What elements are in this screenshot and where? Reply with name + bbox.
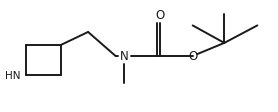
Text: HN: HN bbox=[5, 71, 21, 81]
Text: O: O bbox=[155, 9, 164, 22]
Text: N: N bbox=[120, 50, 128, 62]
Text: O: O bbox=[188, 50, 197, 62]
